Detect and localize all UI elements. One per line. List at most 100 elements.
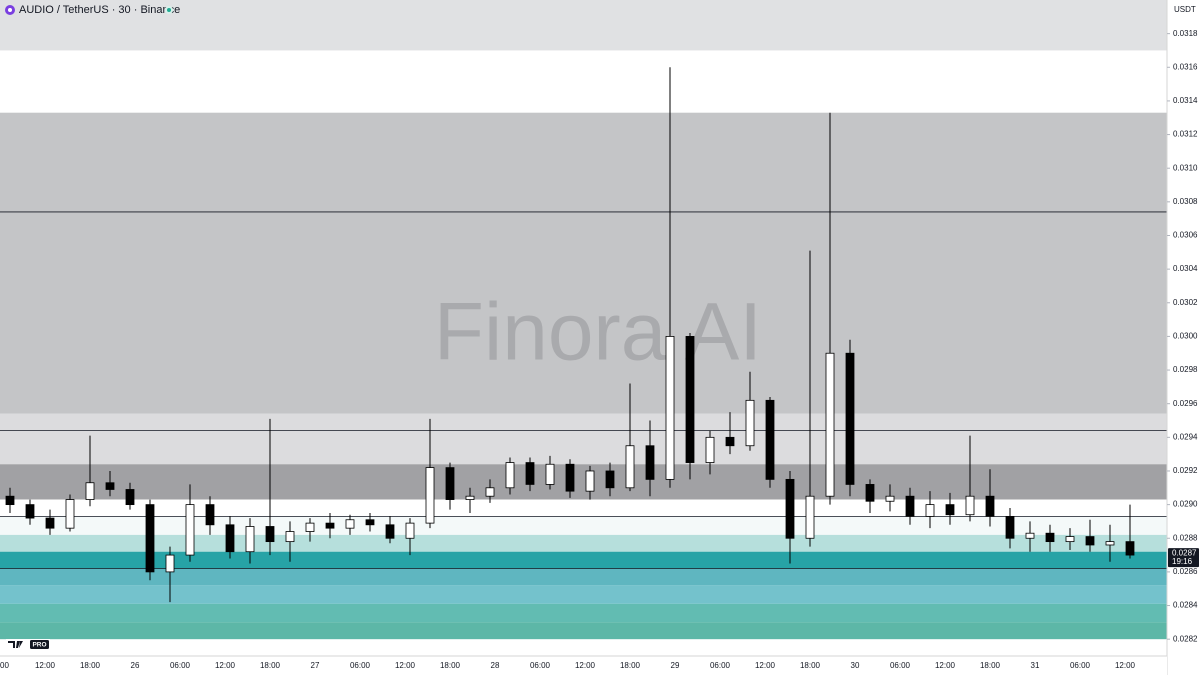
logo [6, 639, 50, 649]
x-tick-label: 12:00 [215, 661, 236, 670]
candle-body [325, 522, 335, 529]
x-tick-label: 18:00 [80, 661, 101, 670]
y-tick-label: 0.0290 [1173, 500, 1198, 509]
axes: 0.0318 0.0316 0.0314 0.0312 0.0310 0.0308 0.03… [0, 29, 1199, 670]
price-zone [0, 464, 1167, 500]
x-tick-label: 18:00 [800, 661, 821, 670]
candle-body [585, 470, 595, 492]
x-tick-label: 27 [311, 661, 320, 670]
y-tick-label: 0.0316 [1173, 62, 1198, 71]
x-tick-label: 06:00 [1070, 661, 1091, 670]
candle-body [25, 504, 35, 519]
price-zone [0, 516, 1167, 535]
candle-body [625, 445, 635, 489]
x-tick-label: 29 [671, 661, 680, 670]
x-tick-label: 06:00 [710, 661, 731, 670]
logo-badge [30, 640, 49, 649]
y-tick-label: 0.0294 [1173, 432, 1198, 441]
x-tick-label: 12:00 [935, 661, 956, 670]
candle-body [1045, 532, 1055, 543]
x-tick-label: 12:00 [1115, 661, 1136, 670]
zones [0, 0, 1167, 640]
candle-body [45, 517, 55, 529]
logo-mark [8, 641, 23, 648]
unit-label: USDT [1174, 5, 1196, 14]
price-zone [0, 534, 1167, 552]
candle-body [165, 554, 175, 573]
candle-body [1005, 515, 1015, 539]
x-tick-label: 26 [131, 661, 140, 670]
candle-body [725, 436, 735, 447]
candle-body [605, 470, 615, 489]
y-tick-label: 0.0296 [1173, 399, 1198, 408]
symbol-icon [8, 8, 12, 12]
candle-body [265, 526, 275, 543]
candle-body [465, 495, 475, 500]
candle-body [645, 445, 655, 480]
candle-body [545, 463, 555, 485]
price-zone [0, 603, 1167, 623]
x-tick-label: 06:00 [530, 661, 551, 670]
x-tick-label: 06:00 [350, 661, 371, 670]
price-zone [0, 499, 1167, 517]
candle-body [305, 522, 315, 532]
candle-body [1065, 536, 1075, 543]
plot [0, 67, 1167, 603]
candle-body [745, 399, 755, 447]
price-zone [0, 585, 1167, 604]
candle-body [445, 467, 455, 500]
candle-body [245, 526, 255, 553]
candle-body [905, 495, 915, 517]
last-price-tag [1168, 548, 1199, 568]
candle-body [85, 482, 95, 500]
candle-body [885, 495, 895, 502]
candle-body [65, 499, 75, 529]
price-zone [0, 551, 1167, 569]
candle-body [685, 336, 695, 463]
x-tick-label: 06:00 [170, 661, 191, 670]
y-tick-label: 0.0312 [1173, 130, 1198, 139]
y-tick-label: 0.0304 [1173, 264, 1198, 273]
countdown-label: 19:16 [1172, 557, 1193, 566]
x-tick-label: 18:00 [980, 661, 1001, 670]
candle-body [425, 467, 435, 524]
x-tick-label: 12:00 [755, 661, 776, 670]
candle-body [285, 531, 295, 543]
candle-body [145, 504, 155, 573]
status-dot [167, 8, 171, 12]
x-tick-label: 12:00 [35, 661, 56, 670]
x-tick-label: 06:00 [890, 661, 911, 670]
candle-body [485, 487, 495, 497]
y-tick-label: 0.0292 [1173, 466, 1198, 475]
x-tick-label: 28 [491, 661, 500, 670]
candle-body [345, 519, 355, 529]
candle-body [385, 524, 395, 539]
candle-body [565, 463, 575, 492]
candle-body [825, 352, 835, 497]
candle-body [125, 489, 135, 506]
candle-body [1085, 536, 1095, 546]
price-zone [0, 112, 1167, 414]
candle-body [5, 495, 15, 506]
candle-body [525, 462, 535, 485]
symbol-header[interactable]: AUDIO / TetherUS · 30 · Binance [19, 4, 180, 16]
candle-body [505, 462, 515, 489]
candle-body [805, 495, 815, 539]
y-tick-label: 0.0286 [1173, 567, 1198, 576]
y-tick-label: 0.0282 [1173, 634, 1198, 643]
candle-body [665, 336, 675, 480]
time-axis [0, 656, 1167, 675]
candle-body [1105, 541, 1115, 546]
candle-body [785, 478, 795, 539]
y-tick-label: 0.0284 [1173, 601, 1198, 610]
x-tick-label: 30 [851, 661, 860, 670]
x-tick-label: 18:00 [260, 661, 281, 670]
candle-body [225, 524, 235, 553]
y-tick-label: 0.0288 [1173, 533, 1198, 542]
candle-body [105, 482, 115, 490]
y-tick-label: 0.0310 [1173, 163, 1198, 172]
price-zone [0, 622, 1167, 640]
candle-body [765, 399, 775, 480]
